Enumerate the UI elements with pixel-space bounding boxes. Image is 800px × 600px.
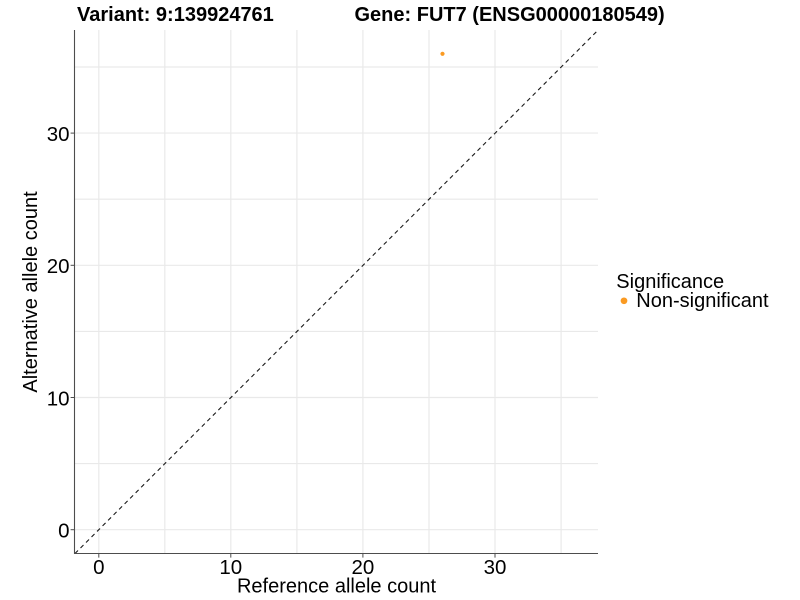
svg-text:Gene: FUT7 (ENSG00000180549): Gene: FUT7 (ENSG00000180549)	[355, 4, 665, 26]
svg-text:0: 0	[58, 520, 69, 543]
svg-text:20: 20	[351, 556, 374, 579]
svg-text:0: 0	[93, 556, 104, 579]
svg-text:10: 10	[47, 387, 70, 410]
svg-text:Non-significant: Non-significant	[636, 290, 769, 312]
svg-text:Alternative allele count: Alternative allele count	[20, 191, 42, 393]
svg-text:10: 10	[219, 556, 242, 579]
svg-text:30: 30	[484, 556, 507, 579]
svg-text:Variant: 9:139924761: Variant: 9:139924761	[77, 4, 274, 26]
svg-text:30: 30	[47, 123, 70, 146]
svg-text:Significance: Significance	[616, 271, 724, 293]
svg-text:20: 20	[47, 255, 70, 278]
svg-text:Reference allele count: Reference allele count	[237, 576, 436, 598]
